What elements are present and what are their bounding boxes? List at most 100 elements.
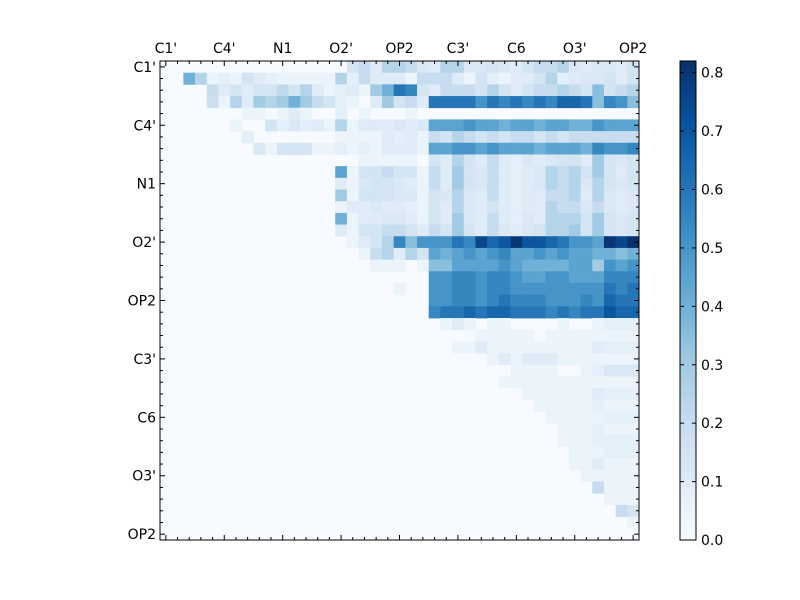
heatmap-cell — [487, 131, 500, 144]
heatmap-cell — [615, 341, 628, 354]
heatmap-cell — [545, 306, 558, 319]
heatmap-cell — [510, 282, 523, 296]
heatmap-cell — [452, 142, 465, 155]
heatmap-cell — [510, 224, 523, 237]
heatmap-cell — [627, 481, 640, 494]
heatmap-cell — [568, 411, 581, 424]
heatmap-cell — [276, 72, 289, 85]
heatmap-cell — [487, 329, 500, 342]
heatmap-cell — [522, 236, 535, 249]
heatmap-cell — [487, 201, 500, 214]
heatmap-cell — [580, 84, 593, 97]
y-tick-label: C1' — [133, 60, 156, 76]
heatmap-cell — [393, 131, 406, 144]
heatmap-cell — [533, 271, 546, 284]
heatmap-cell — [440, 84, 453, 97]
heatmap-cell — [545, 61, 558, 74]
heatmap-cell — [358, 247, 371, 261]
heatmap-cell — [498, 119, 511, 132]
heatmap-cell — [627, 411, 640, 424]
heatmap-cell — [603, 271, 617, 284]
heatmap-cell — [428, 224, 441, 237]
heatmap-cell — [335, 96, 348, 109]
heatmap-cell — [311, 84, 324, 97]
heatmap-cell — [335, 72, 348, 85]
heatmap-cell — [498, 212, 511, 225]
heatmap-cell — [592, 224, 605, 237]
heatmap-cell — [545, 353, 558, 366]
heatmap-cell — [603, 399, 617, 412]
colorbar-tick-label: 0.1 — [701, 475, 723, 491]
heatmap-cell — [545, 294, 558, 307]
heatmap-cell — [568, 154, 581, 167]
heatmap-cell — [393, 236, 406, 249]
heatmap-cell — [568, 61, 581, 74]
y-tick-label: OP2 — [128, 294, 156, 310]
heatmap-cell — [498, 376, 511, 389]
heatmap-cell — [487, 236, 500, 249]
heatmap-cell — [545, 341, 558, 354]
heatmap-cell — [568, 212, 581, 225]
heatmap-cell — [241, 131, 254, 144]
heatmap-cell — [533, 247, 546, 261]
heatmap-cell — [463, 236, 476, 249]
heatmap-cell — [510, 294, 523, 307]
heatmap-cell — [498, 294, 511, 307]
heatmap-cell — [498, 166, 511, 179]
heatmap-cell — [580, 189, 593, 202]
heatmap-cell — [440, 247, 453, 261]
heatmap-cell — [545, 212, 558, 225]
heatmap-cell — [440, 154, 453, 167]
heatmap-cell — [545, 271, 558, 284]
heatmap-cell — [557, 341, 570, 354]
heatmap-cell — [568, 166, 581, 179]
x-tick-label: C1' — [155, 41, 178, 57]
heatmap-cell — [603, 119, 617, 132]
heatmap-cell — [545, 388, 558, 401]
heatmap-cell — [627, 458, 640, 471]
heatmap-cell — [475, 294, 488, 307]
heatmap-cell — [463, 177, 476, 190]
heatmap-cell — [603, 364, 617, 377]
heatmap-cell — [592, 341, 605, 354]
heatmap-cell — [440, 259, 453, 272]
heatmap-cell — [592, 201, 605, 214]
y-tick-label: C3' — [133, 352, 156, 368]
heatmap-cell — [452, 166, 465, 179]
heatmap-cell — [323, 119, 336, 132]
heatmap-cell — [533, 388, 546, 401]
heatmap-cell — [393, 154, 406, 167]
heatmap-cell — [370, 131, 383, 144]
heatmap-cell — [428, 72, 441, 85]
heatmap-cell — [475, 306, 488, 319]
heatmap-cell — [452, 212, 465, 225]
heatmap-cell — [463, 189, 476, 202]
heatmap-cell — [475, 329, 488, 342]
heatmap-cell — [627, 318, 640, 331]
heatmap-cell — [405, 84, 418, 97]
heatmap-cell — [615, 119, 628, 132]
heatmap-cell — [428, 306, 441, 319]
heatmap-cell — [603, 259, 617, 272]
heatmap-cell — [557, 61, 570, 74]
heatmap-cell — [393, 177, 406, 190]
heatmap-cell — [627, 423, 640, 436]
x-tick-label: O3' — [563, 41, 587, 57]
heatmap-cell — [533, 212, 546, 225]
heatmap-cell — [463, 142, 476, 155]
heatmap-cell — [580, 341, 593, 354]
heatmap-cell — [615, 224, 628, 237]
heatmap-cell — [533, 201, 546, 214]
heatmap-cell — [405, 96, 418, 109]
heatmap-cell — [592, 318, 605, 331]
heatmap-cell — [603, 236, 617, 249]
heatmap-cell — [580, 247, 593, 261]
heatmap-cell — [580, 201, 593, 214]
heatmap-cell — [592, 329, 605, 342]
heatmap-cell — [510, 236, 523, 249]
heatmap-cell — [276, 119, 289, 132]
heatmap-cell — [346, 72, 360, 85]
heatmap-cell — [428, 189, 441, 202]
heatmap-cell — [393, 247, 406, 261]
